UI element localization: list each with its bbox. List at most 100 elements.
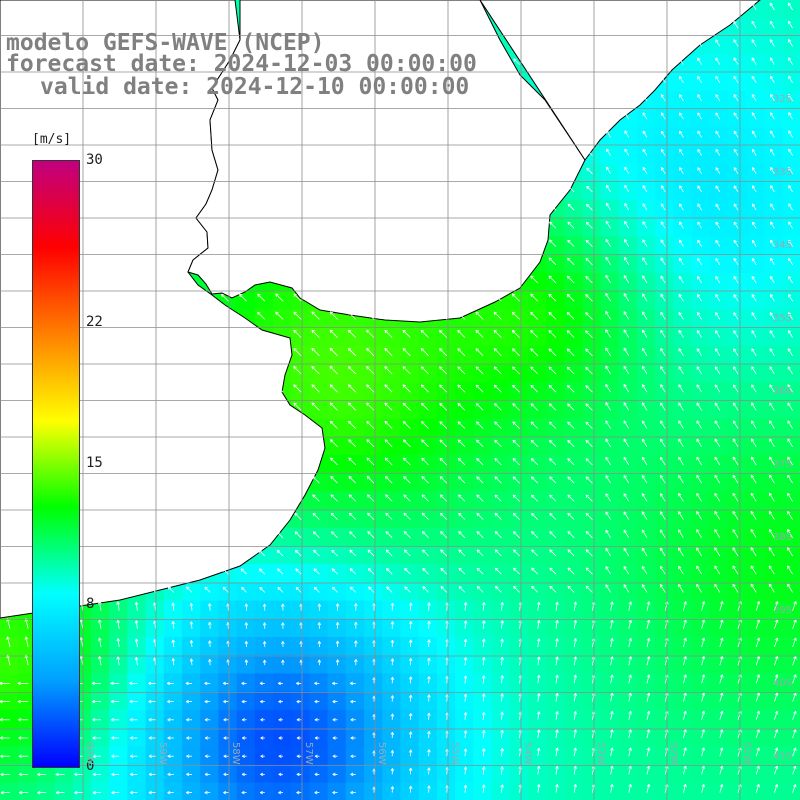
wind-arrow [330,476,338,484]
wind-arrow [768,492,775,502]
wind-arrow [512,293,520,302]
wind-arrow-head [660,438,664,441]
wind-speed-cell [127,600,147,620]
wind-arrow [733,221,739,229]
wind-speed-cell [382,600,401,620]
wind-speed-cell [254,600,274,620]
wind-arrow [530,275,539,284]
wind-arrow [733,75,739,84]
wind-speed-cell [655,691,674,711]
wind-arrow [549,458,557,466]
wind-speed-cell [127,637,147,656]
wind-arrow [440,567,448,575]
wind-arrow-head [494,531,497,535]
wind-arrow [679,76,684,84]
wind-arrow-head [752,94,755,97]
wind-arrow [623,257,630,266]
wind-arrow [605,365,611,375]
wind-arrow-head [476,457,480,460]
wind-arrow-head [366,348,368,352]
wind-arrow [769,456,775,466]
wind-arrow-head [293,293,297,296]
wind-arrow [641,438,648,448]
wind-arrow-head [513,494,517,497]
wind-arrow-head [530,366,532,370]
wind-speed-cell [400,728,420,747]
wind-speed-cell [673,746,693,765]
wind-arrow-head [531,549,535,551]
wind-speed-cell [455,728,474,747]
wind-arrow-head [549,494,553,497]
wind-arrow [624,203,630,211]
wind-arrow [641,402,648,411]
wind-arrow-head [293,329,295,334]
wind-arrow-head [714,529,718,532]
wind-arrow-head [421,457,423,462]
wind-speed-cell [91,691,110,711]
wind-arrow-head [350,586,354,589]
wind-speed-cell [764,746,784,765]
wind-arrow-head [623,420,627,423]
wind-speed-cell [0,728,19,747]
wind-arrow [313,531,320,539]
wind-arrow-head [457,403,460,407]
wind-speed-cell [527,691,547,711]
wind-speed-cell [582,764,602,784]
wind-arrow-head [366,402,368,407]
wind-arrow-head [385,512,389,515]
wind-arrow-head [696,565,700,568]
wind-arrow [605,420,611,429]
wind-arrow-head [752,130,756,133]
wind-arrow-head [530,275,532,279]
wind-arrow [697,185,702,193]
wind-arrow-head [678,493,682,496]
wind-arrow-head [750,529,754,532]
wind-arrow-head [585,567,588,571]
wind-arrow-head [679,112,683,115]
wind-arrow [623,529,630,539]
wind-arrow-head [585,257,589,260]
wind-arrow-head [733,312,737,315]
wind-arrow [275,311,284,320]
wind-speed-cell [691,673,711,693]
wind-arrow-head [402,366,405,370]
wind-speed-cell [400,764,420,784]
wind-arrow-head [349,568,352,572]
wind-arrow-head [751,402,755,405]
wind-arrow-head [769,474,773,477]
wind-arrow [294,494,302,502]
wind-arrow-head [567,421,569,426]
wind-arrow-head [404,586,408,588]
wind-speed-cell [236,600,256,620]
wind-speed-cell [0,691,19,711]
wind-arrow-head [787,402,791,405]
wind-arrow-head [697,149,701,152]
wind-arrow-head [788,20,792,24]
wind-arrow-head [385,476,389,478]
wind-speed-cell [218,673,238,693]
wind-speed-cell [782,655,800,674]
wind-arrow [585,312,593,320]
wind-speed-cell [509,691,529,711]
wind-speed-cell [382,746,401,765]
wind-speed-cell [691,618,711,638]
wind-arrow [751,75,757,84]
wind-arrow [366,348,375,357]
wind-arrow-head [777,601,779,605]
wind-arrow [402,366,411,375]
wind-arrow [293,348,302,357]
wind-speed-cell [491,691,511,711]
wind-speed-cell [364,655,383,674]
wind-arrow-head [585,294,589,296]
wind-arrow [696,529,702,539]
wind-speed-cell [273,637,292,656]
wind-arrow-head [548,330,551,334]
wind-speed-cell [746,782,765,800]
wind-arrow [715,112,721,120]
wind-arrow-head [787,474,791,477]
wind-arrow-head [770,94,774,97]
wind-arrow-head [732,474,736,477]
wind-speed-cell [400,782,420,800]
wind-arrow-head [787,420,791,423]
